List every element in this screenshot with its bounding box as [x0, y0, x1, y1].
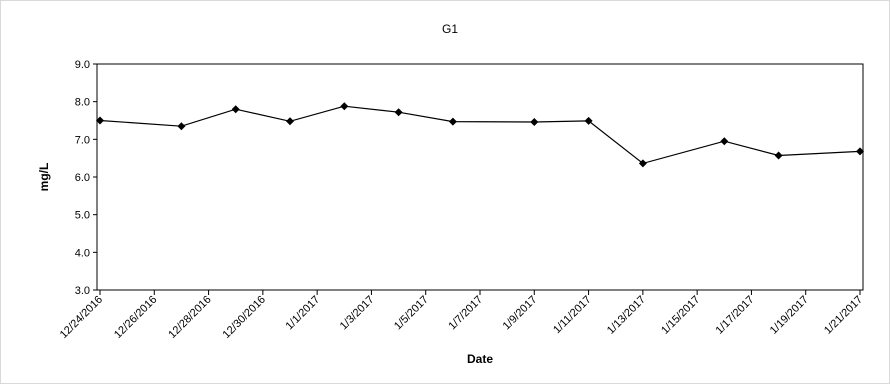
x-tick-label: 1/13/2017 — [605, 294, 648, 337]
y-tick-label: 3.0 — [75, 285, 90, 297]
x-tick-label: 1/11/2017 — [551, 294, 594, 337]
y-axis-title: mg/L — [37, 163, 51, 192]
series-line — [99, 105, 861, 165]
x-tick-label: 1/7/2017 — [446, 294, 485, 333]
data-point-marker — [584, 116, 593, 125]
x-tick-label: 1/15/2017 — [659, 294, 702, 337]
x-tick-label: 12/26/2016 — [112, 294, 159, 341]
series-layer — [96, 102, 864, 168]
data-point-marker — [774, 151, 783, 160]
x-tick-label: 1/3/2017 — [338, 294, 377, 333]
data-point-marker — [394, 108, 403, 117]
y-axis: 3.0 4.0 5.0 6.0 7.0 8.0 9.0 — [75, 59, 97, 297]
x-tick-label: 12/24/2016 — [58, 294, 105, 341]
x-tick-label: 12/28/2016 — [166, 294, 213, 341]
x-tick-label: 1/19/2017 — [768, 294, 811, 337]
data-point-marker — [177, 122, 186, 131]
x-tick-label: 1/21/2017 — [822, 294, 865, 337]
y-tick-label: 4.0 — [75, 247, 90, 259]
y-tick-label: 7.0 — [75, 134, 90, 146]
y-tick-label: 5.0 — [75, 210, 90, 222]
chart-title: G1 — [442, 22, 458, 36]
data-point-marker — [856, 147, 864, 156]
data-point-marker — [720, 137, 729, 146]
x-axis: 12/24/2016 12/26/2016 12/28/2016 12/30/2016… — [58, 290, 865, 341]
data-point-marker — [448, 117, 457, 126]
y-tick-label: 6.0 — [75, 172, 90, 184]
y-tick-label: 8.0 — [75, 97, 90, 109]
x-axis-title: Date — [467, 352, 493, 366]
x-tick-label: 1/5/2017 — [392, 294, 431, 333]
data-point-marker — [638, 159, 647, 168]
data-point-marker — [231, 105, 240, 114]
data-point-marker — [96, 116, 104, 125]
data-point-marker — [340, 102, 349, 111]
x-tick-label: 12/30/2016 — [221, 294, 268, 341]
plot-area — [96, 63, 864, 291]
x-tick-label: 1/17/2017 — [713, 294, 756, 337]
y-tick-label: 9.0 — [75, 59, 90, 71]
data-point-marker — [530, 118, 539, 126]
x-tick-label: 1/9/2017 — [501, 294, 540, 333]
data-point-marker — [286, 117, 294, 126]
x-tick-label: 1/1/2017 — [283, 294, 322, 333]
